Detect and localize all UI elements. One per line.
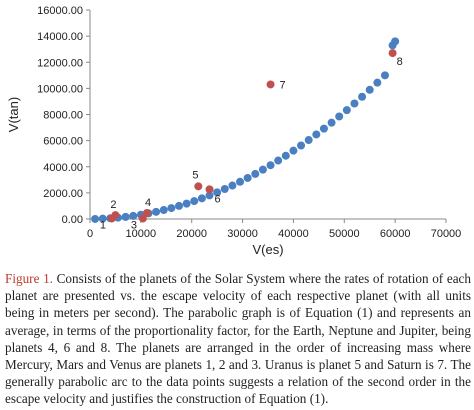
fit-point xyxy=(129,211,138,220)
fit-point xyxy=(373,78,382,87)
planet-label: 4 xyxy=(145,197,151,209)
fit-point xyxy=(274,156,283,165)
fit-point xyxy=(335,112,344,121)
fit-point xyxy=(350,99,359,108)
fit-point xyxy=(121,212,130,221)
y-tick-label: 14000.00 xyxy=(37,31,83,43)
fit-point xyxy=(182,199,191,208)
fit-point xyxy=(159,206,168,215)
planet-label: 6 xyxy=(215,193,221,205)
y-axis-label: V(tan) xyxy=(6,97,21,132)
y-axis: 0.00 2000.00 4000.00 6000.00 8000.00 10000.00… xyxy=(37,5,91,226)
fit-point xyxy=(304,136,313,145)
y-tick-label: 12000.00 xyxy=(37,57,83,69)
planet-label: 5 xyxy=(192,169,198,181)
fit-point xyxy=(365,85,374,94)
fit-point xyxy=(205,191,214,200)
fit-point xyxy=(175,201,183,210)
fit-point xyxy=(266,161,275,170)
fit-point xyxy=(281,151,290,160)
fit-point xyxy=(391,37,400,46)
x-axis-label: V(es) xyxy=(252,242,283,257)
planet-point xyxy=(111,211,120,220)
x-tick-label: 30000 xyxy=(227,228,258,240)
y-tick-label: 6000.00 xyxy=(43,136,83,148)
planet-label: 8 xyxy=(397,56,403,68)
fit-point xyxy=(297,141,306,150)
caption-text: Consists of the planets of the Solar Sys… xyxy=(5,271,471,407)
y-tick-label: 16000.00 xyxy=(37,5,83,17)
fit-point xyxy=(213,188,222,197)
x-tick-label: 0 xyxy=(87,228,93,240)
fit-point xyxy=(251,169,260,178)
y-tick-label: 2000.00 xyxy=(43,188,83,200)
y-tick-label: 0.00 xyxy=(62,214,83,226)
fit-point xyxy=(197,194,206,203)
x-tick-label: 70000 xyxy=(431,228,462,240)
fit-point xyxy=(167,204,176,213)
x-tick-label: 50000 xyxy=(329,228,360,240)
planet-series xyxy=(107,49,397,223)
x-axis: 0 10000 20000 30000 40000 50000 60000 70000 xyxy=(87,218,462,240)
fit-point xyxy=(358,92,367,101)
fit-point xyxy=(91,214,100,223)
fit-point xyxy=(228,181,237,190)
planet-label: 7 xyxy=(280,79,286,91)
planet-point xyxy=(194,182,203,191)
fit-point xyxy=(380,71,389,80)
planet-point xyxy=(266,80,275,89)
fit-point xyxy=(220,184,229,193)
figure-caption: Figure 1. Consists of the planets of the… xyxy=(5,270,471,408)
fit-point xyxy=(319,124,328,133)
caption-label: Figure 1. xyxy=(5,271,53,286)
fit-point xyxy=(98,214,107,223)
fit-point xyxy=(342,106,351,115)
scatter-chart: 0.00 2000.00 4000.00 6000.00 8000.00 10000.00… xyxy=(6,5,462,257)
planet-point xyxy=(138,214,147,223)
fit-point xyxy=(258,165,267,174)
y-tick-label: 4000.00 xyxy=(43,162,83,174)
planet-point xyxy=(205,185,214,194)
fit-point xyxy=(152,207,161,216)
fit-point xyxy=(190,197,199,206)
fit-point xyxy=(327,118,336,127)
fit-series xyxy=(91,37,400,223)
x-tick-label: 20000 xyxy=(176,228,207,240)
x-tick-label: 40000 xyxy=(278,228,309,240)
fit-point xyxy=(312,130,321,139)
y-tick-label: 10000.00 xyxy=(37,83,83,95)
fit-point xyxy=(289,146,298,155)
x-tick-label: 10000 xyxy=(126,228,157,240)
fit-point xyxy=(236,177,245,186)
y-tick-label: 8000.00 xyxy=(43,110,83,122)
planet-label: 2 xyxy=(110,199,116,211)
planet-point xyxy=(388,49,397,58)
x-tick-label: 60000 xyxy=(380,228,411,240)
planet-label: 3 xyxy=(131,219,137,231)
planet-point xyxy=(142,208,151,217)
planet-label: 1 xyxy=(100,219,106,231)
fit-point xyxy=(243,173,252,182)
